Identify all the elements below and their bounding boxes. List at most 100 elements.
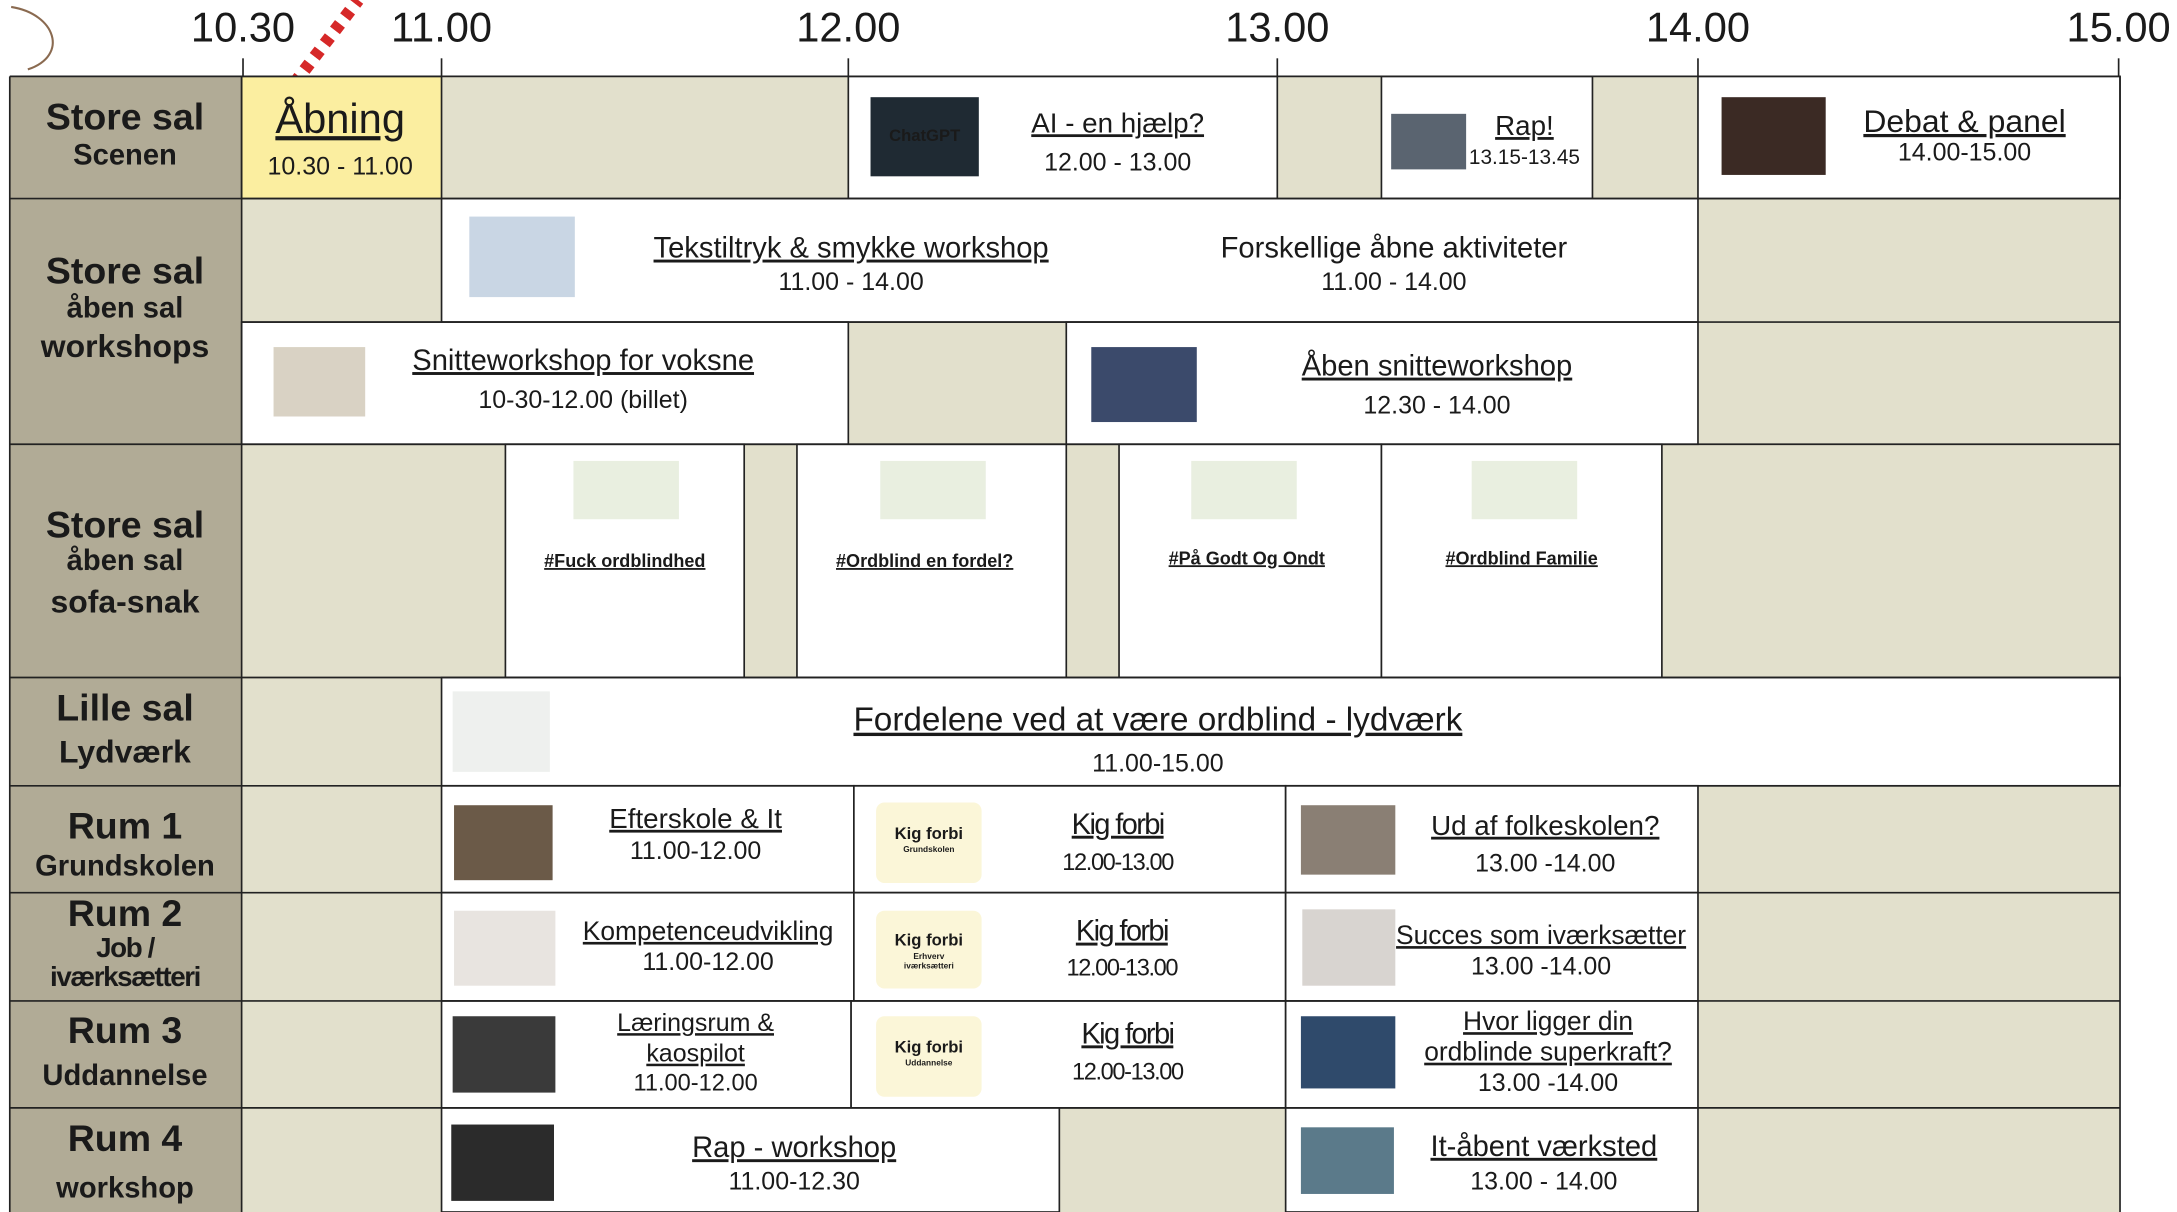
room-label: åben sal (67, 292, 184, 324)
event-image (1471, 460, 1578, 520)
room-label: Store sal (46, 95, 204, 137)
time-label: 11.00 (391, 4, 492, 51)
decoration (11, 5, 54, 71)
event-time: 13.00 -14.00 (1478, 1069, 1618, 1097)
event-time: 10-30-12.00 (billet) (478, 386, 688, 414)
event-time: 11.00-12.00 (634, 1071, 758, 1097)
event-title: kaospilot (646, 1040, 745, 1068)
image-text: iværksætteri (904, 960, 954, 970)
image-text: Kig forbi (895, 824, 963, 843)
room-label: Lydværk (59, 733, 191, 769)
event-time: 12.00-13.00 (1072, 1059, 1184, 1085)
event-image (451, 1124, 554, 1201)
event-image (876, 910, 982, 989)
event-time: 13.15-13.45 (1469, 146, 1580, 169)
event-title: Efterskole & It (609, 803, 782, 834)
image-text: ChatGPT (889, 126, 960, 145)
event-image (876, 802, 982, 883)
event: #Ordblind en fordel? (796, 443, 1068, 679)
event-title: #Ordblind en fordel? (836, 551, 1013, 571)
event-image (1300, 1016, 1396, 1089)
event-title: Kig forbi (1081, 1018, 1173, 1050)
event-title: Kig forbi (1072, 809, 1164, 841)
room-label: Scenen (73, 140, 177, 172)
event-title: Forskellige åbne aktiviteter (1221, 233, 1568, 265)
event-title: Åbning (275, 95, 405, 142)
event-image (573, 460, 679, 520)
event-time: 11.00-15.00 (1092, 750, 1223, 778)
event-title: ordblinde superkraft? (1424, 1037, 1672, 1067)
event-image (454, 805, 553, 881)
time-label: 10.30 (191, 4, 295, 51)
time-label: 12.00 (796, 4, 900, 51)
event-time: 11.00-12.30 (728, 1167, 859, 1195)
room-label: Uddannelse (42, 1060, 207, 1092)
image-text: Kig forbi (895, 931, 963, 950)
event-image (880, 460, 986, 520)
event-time: 12.30 - 14.00 (1363, 391, 1510, 419)
event: ChatGPT AI - en hjælp? 12.00 - 13.00 (847, 75, 1279, 200)
event: Snitteworkshop for voksne 10-30-12.00 (bi… (240, 321, 850, 446)
room-label: Store sal (46, 249, 204, 291)
room-label: sofa-snak (50, 583, 199, 619)
event-time: 13.00 -14.00 (1471, 952, 1611, 980)
event-title: #Ordblind Familie (1446, 548, 1598, 568)
event-time: 14.00-15.00 (1898, 139, 2031, 167)
room-label: workshops (40, 328, 210, 364)
event-image (1391, 113, 1467, 170)
event-time: 11.00-12.00 (630, 837, 761, 865)
event-title: #Fuck ordblindhed (544, 551, 705, 571)
event: Ud af folkeskolen? 13.00 -14.00 (1284, 784, 1699, 894)
room-label: åben sal (67, 545, 184, 577)
event: Efterskole & It 11.00-12.00 (440, 784, 855, 894)
event: #På Godt Og Ondt (1118, 443, 1383, 679)
event-box (440, 197, 1699, 323)
event: Læringsrum & kaospilot 11.00-12.00 (440, 1000, 852, 1109)
event-image (454, 910, 556, 986)
event: #Ordblind Familie (1380, 443, 1663, 679)
event-title: Rap! (1495, 110, 1554, 141)
event-image (469, 216, 575, 298)
event-time: 12.00-13.00 (1066, 955, 1178, 981)
event-title: Succes som iværksætter (1396, 920, 1686, 950)
event-title: Åben snitteworkshop (1302, 350, 1573, 383)
room-label: Rum 4 (68, 1117, 183, 1159)
event-time: 10.30 - 11.00 (268, 153, 413, 181)
event-time: 11.00 - 14.00 (778, 268, 923, 296)
event-image (870, 97, 979, 177)
event-box (240, 75, 443, 200)
event-time: 12.00-13.00 (1062, 850, 1174, 876)
time-label: 15.00 (2067, 4, 2171, 51)
event: It-åbent værksted 13.00 - 14.00 (1284, 1107, 1699, 1212)
event-title: Kig forbi (1076, 916, 1168, 948)
event-title: Hvor ligger din (1463, 1006, 1633, 1036)
event-image (1721, 97, 1826, 175)
event-title: Ud af folkeskolen? (1431, 810, 1659, 841)
event-title: Kompetenceudvikling (583, 916, 834, 946)
event-title: Læringsrum & (617, 1009, 774, 1037)
event-title: Rap - workshop (692, 1132, 896, 1164)
event-image (1300, 805, 1396, 875)
event-image (452, 691, 550, 772)
event-title: Tekstiltryk & smykke workshop (654, 233, 1049, 265)
event-time: 13.00 - 14.00 (1470, 1167, 1617, 1195)
time-label: 13.00 (1225, 4, 1329, 51)
event-image (452, 1016, 556, 1093)
event: Tekstiltryk & smykke workshop 11.00 - 14.… (440, 197, 1699, 323)
event-title: #På Godt Og Ondt (1169, 548, 1325, 568)
event: #Fuck ordblindhed (504, 443, 746, 679)
event-time: 13.00 -14.00 (1475, 850, 1615, 878)
image-text: Erhverv (913, 951, 944, 961)
image-text: Grundskolen (903, 844, 954, 854)
event-time: 12.00 - 13.00 (1044, 148, 1191, 176)
event: Åben snitteworkshop 12.30 - 14.00 (1065, 321, 1699, 446)
event-title: AI - en hjælp? (1031, 107, 1204, 138)
event-time: 11.00-12.00 (642, 948, 773, 976)
